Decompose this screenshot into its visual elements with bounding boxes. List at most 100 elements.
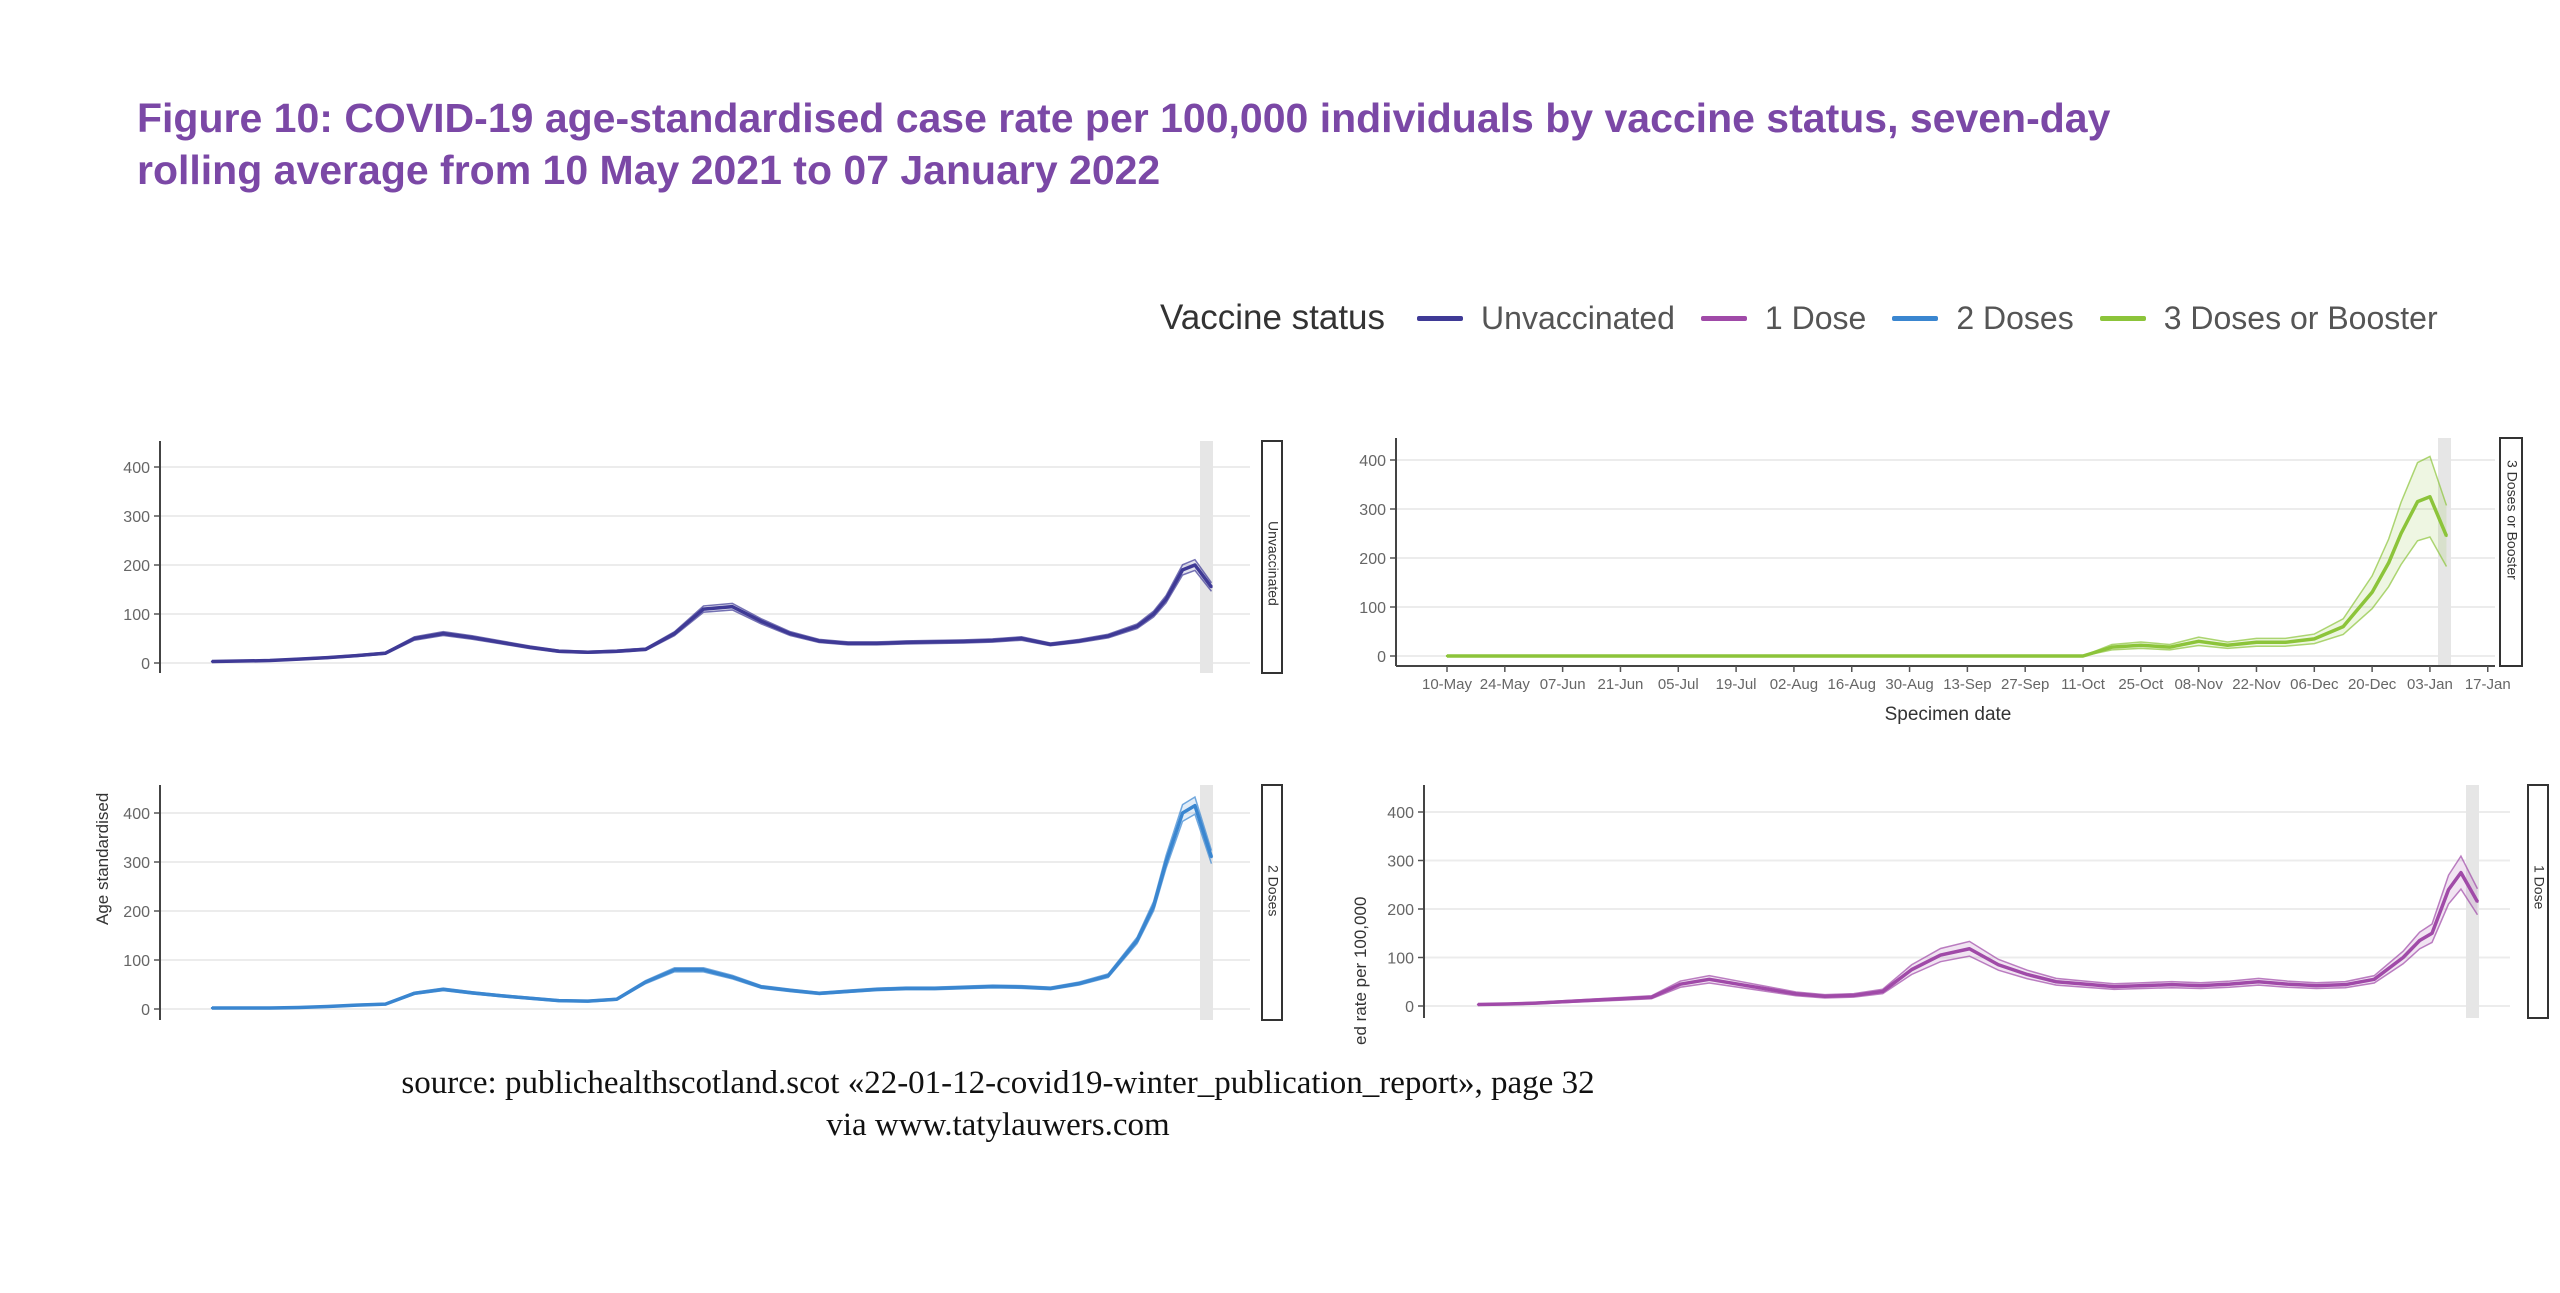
- data-point: [528, 997, 532, 1000]
- data-point: [1474, 654, 1478, 658]
- y-tick-label: 400: [123, 806, 150, 823]
- x-tick-label: 19-Jul: [1716, 676, 1757, 693]
- data-point: [528, 646, 532, 649]
- data-point: [268, 1006, 272, 1010]
- data-point: [1765, 987, 1769, 991]
- data-point: [1164, 598, 1168, 601]
- y-tick-label: 400: [1359, 453, 1386, 470]
- data-point: [557, 999, 561, 1002]
- data-point: [1763, 654, 1767, 658]
- data-point: [1193, 563, 1197, 567]
- y-tick-label: 0: [141, 1002, 150, 1019]
- data-point: [2313, 637, 2316, 641]
- legend-swatch: [1700, 315, 1747, 321]
- data-point: [1590, 654, 1593, 658]
- data-point: [1181, 568, 1184, 572]
- x-tick-label: 02-Aug: [1770, 676, 1818, 693]
- data-point: [673, 632, 676, 635]
- x-tick-label: 10-May: [1422, 676, 1473, 693]
- data-point: [817, 992, 821, 995]
- x-tick-label: 27-Sep: [2001, 676, 2049, 693]
- y-tick-label: 0: [1405, 999, 1414, 1016]
- data-point: [2399, 532, 2403, 535]
- data-point: [2459, 871, 2463, 874]
- x-tick-label: 24-May: [1480, 676, 1531, 693]
- facet-strip: [1261, 784, 1283, 1021]
- data-point: [210, 660, 214, 663]
- x-axis-title: Specimen date: [1885, 704, 2012, 725]
- data-point: [2110, 645, 2114, 649]
- data-point: [470, 991, 474, 995]
- data-point: [2387, 561, 2390, 565]
- data-point: [355, 654, 358, 657]
- facet-strip: [2527, 784, 2549, 1019]
- x-tick-label: 16-Aug: [1828, 676, 1876, 693]
- data-point: [210, 1006, 214, 1010]
- data-point: [1135, 625, 1139, 628]
- data-point: [760, 620, 763, 623]
- data-point: [1734, 654, 1738, 658]
- data-point: [1879, 654, 1882, 658]
- y-tick-label: 100: [1387, 951, 1414, 968]
- x-tick-label: 05-Jul: [1658, 676, 1699, 693]
- x-tick-label: 17-Jan: [2465, 676, 2511, 693]
- data-point: [442, 632, 445, 635]
- data-point: [239, 659, 243, 663]
- facet-strip-label: 1 Dose: [2531, 865, 2547, 910]
- data-point: [1210, 855, 1213, 859]
- data-point: [2315, 984, 2318, 987]
- y-axis-title: Age standardised: [93, 793, 112, 925]
- data-point: [2170, 983, 2174, 986]
- data-point: [615, 998, 618, 1001]
- data-point: [1968, 947, 1971, 950]
- data-point: [2026, 973, 2029, 976]
- data-point: [1049, 987, 1052, 990]
- x-tick-label: 25-Oct: [2118, 676, 2164, 693]
- y-tick-label: 300: [123, 509, 150, 526]
- x-tick-label: 22-Nov: [2232, 676, 2281, 693]
- facet-strip-label: Unvaccinated: [1265, 521, 1281, 606]
- legend-item-3-doses: 3 Doses or Booster: [2099, 300, 2438, 337]
- data-point: [1152, 904, 1155, 908]
- series-line: [212, 803, 1214, 1010]
- data-point: [355, 1003, 358, 1007]
- ci-upper-line: [212, 795, 1213, 1009]
- data-point: [2342, 625, 2345, 628]
- panel-2-doses: 0 100 200 300 400 2 Doses: [123, 784, 1283, 1021]
- incomplete-data-band: [1200, 441, 1213, 673]
- data-point: [991, 985, 994, 988]
- data-point: [1792, 654, 1796, 658]
- data-point: [2370, 591, 2374, 594]
- data-point: [1193, 804, 1197, 807]
- data-point: [1020, 985, 1023, 989]
- data-point: [615, 650, 618, 653]
- x-tick-label: 30-Aug: [1885, 676, 1933, 693]
- x-tick-label: 11-Oct: [2061, 676, 2106, 693]
- panel-3-doses-or-booster: 0 100 200 300 400 3 Doses or Booster 10-May 24-…: [1359, 437, 2523, 725]
- data-point: [1476, 1003, 1480, 1006]
- legend-title: Vaccine status: [1160, 298, 1386, 337]
- data-point: [557, 650, 561, 653]
- y-tick-label: 300: [1359, 502, 1386, 519]
- data-point: [2476, 900, 2479, 903]
- data-point: [2083, 982, 2087, 986]
- data-point: [326, 656, 329, 659]
- data-point: [326, 1005, 329, 1008]
- source-via-line: via www.tatylauwers.com: [826, 1107, 1170, 1143]
- data-point: [2447, 888, 2450, 891]
- data-point: [702, 607, 705, 611]
- data-point: [991, 639, 994, 642]
- data-point: [1210, 585, 1213, 589]
- data-point: [1997, 963, 2000, 966]
- y-tick-label: 100: [123, 953, 150, 970]
- data-point: [413, 992, 416, 995]
- data-point: [239, 1006, 243, 1010]
- y-tick-label: 0: [1377, 649, 1386, 666]
- data-point: [2401, 956, 2405, 959]
- legend-label: 2 Doses: [1956, 299, 2074, 336]
- data-point: [1107, 974, 1110, 977]
- data-point: [1648, 654, 1651, 658]
- y-axis-title: ed rate per 100,000: [1351, 897, 1370, 1045]
- data-point: [904, 987, 908, 990]
